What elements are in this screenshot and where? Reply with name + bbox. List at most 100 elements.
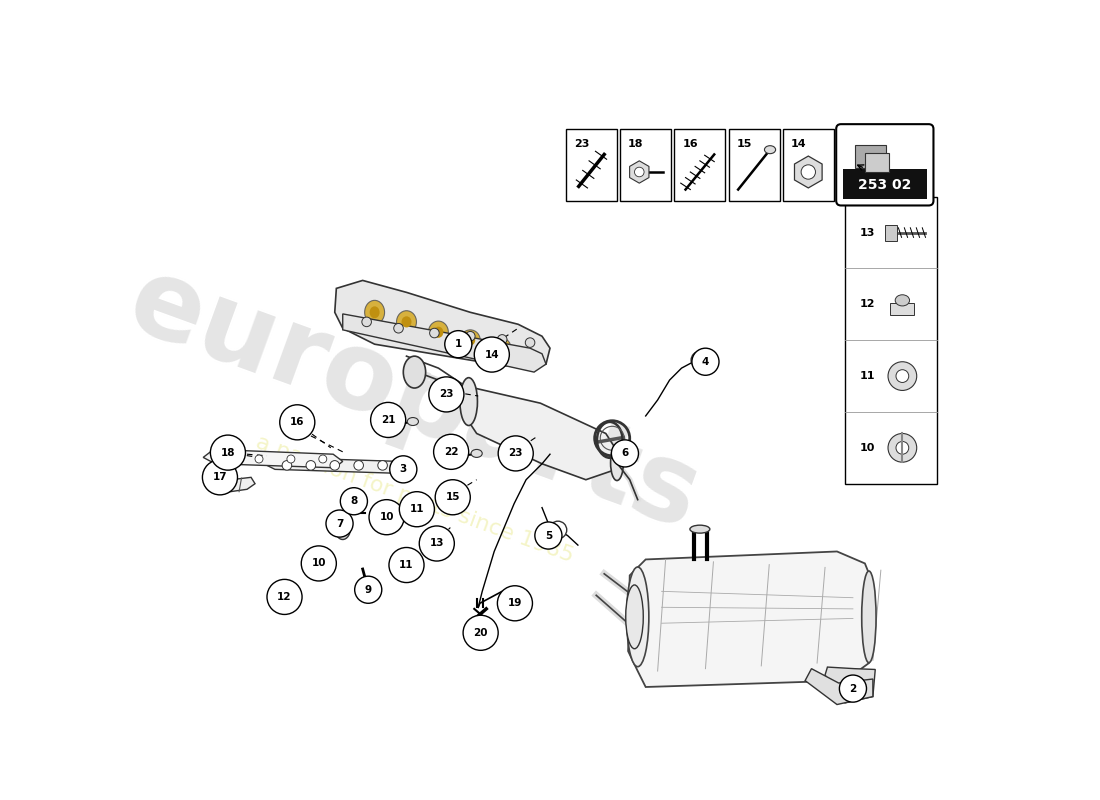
Circle shape: [389, 456, 417, 483]
FancyBboxPatch shape: [884, 225, 896, 241]
Ellipse shape: [465, 335, 475, 346]
Text: 16: 16: [682, 138, 698, 149]
Circle shape: [430, 328, 439, 338]
FancyBboxPatch shape: [728, 129, 780, 201]
Circle shape: [463, 615, 498, 650]
Ellipse shape: [437, 454, 448, 462]
Circle shape: [465, 331, 475, 341]
Polygon shape: [628, 551, 873, 687]
Ellipse shape: [364, 300, 385, 324]
Ellipse shape: [626, 585, 644, 649]
Circle shape: [389, 547, 424, 582]
Circle shape: [692, 348, 719, 375]
Circle shape: [394, 323, 404, 333]
Text: 4: 4: [702, 357, 710, 366]
Ellipse shape: [460, 330, 481, 350]
Text: 8: 8: [350, 496, 358, 506]
Text: 13: 13: [859, 227, 874, 238]
Circle shape: [888, 434, 916, 462]
Ellipse shape: [861, 571, 876, 662]
Ellipse shape: [460, 378, 477, 426]
Ellipse shape: [370, 306, 379, 318]
Text: 1: 1: [454, 339, 462, 349]
Text: 18: 18: [221, 448, 235, 458]
Circle shape: [896, 442, 909, 454]
Polygon shape: [343, 314, 546, 372]
Circle shape: [319, 455, 327, 463]
Text: 17: 17: [212, 472, 228, 482]
Circle shape: [429, 377, 464, 412]
Circle shape: [419, 526, 454, 561]
FancyBboxPatch shape: [836, 124, 934, 206]
Text: 20: 20: [473, 628, 488, 638]
Circle shape: [306, 461, 316, 470]
Ellipse shape: [895, 294, 910, 306]
Circle shape: [377, 461, 387, 470]
Text: 21: 21: [381, 415, 395, 425]
Polygon shape: [825, 667, 876, 703]
Text: 12: 12: [859, 299, 874, 310]
Ellipse shape: [396, 310, 417, 333]
Circle shape: [500, 590, 517, 606]
Text: 10: 10: [859, 443, 874, 453]
Circle shape: [362, 317, 372, 326]
Ellipse shape: [428, 321, 449, 343]
Circle shape: [436, 480, 471, 515]
Polygon shape: [462, 388, 620, 480]
FancyBboxPatch shape: [865, 153, 889, 172]
FancyBboxPatch shape: [674, 129, 725, 201]
Text: 18: 18: [628, 138, 643, 149]
Circle shape: [612, 440, 638, 467]
Text: 16: 16: [290, 418, 305, 427]
Ellipse shape: [498, 343, 507, 353]
Circle shape: [535, 522, 562, 549]
Text: 2: 2: [849, 683, 857, 694]
Circle shape: [888, 362, 916, 390]
Circle shape: [202, 460, 238, 495]
Circle shape: [404, 558, 415, 569]
Circle shape: [404, 498, 429, 522]
Text: 10: 10: [311, 558, 326, 569]
Text: 15: 15: [446, 492, 460, 502]
Circle shape: [301, 546, 337, 581]
Text: 11: 11: [859, 371, 874, 381]
Text: 22: 22: [444, 447, 459, 457]
Circle shape: [549, 521, 566, 538]
Circle shape: [371, 402, 406, 438]
Text: 19: 19: [508, 598, 522, 608]
Circle shape: [308, 550, 333, 575]
FancyBboxPatch shape: [843, 169, 927, 199]
Ellipse shape: [373, 422, 384, 430]
Circle shape: [375, 506, 400, 530]
Text: 5: 5: [544, 530, 552, 541]
Text: 11: 11: [399, 560, 414, 570]
Circle shape: [498, 436, 534, 471]
Ellipse shape: [334, 515, 351, 539]
Circle shape: [474, 337, 509, 372]
Text: 7: 7: [336, 518, 343, 529]
Circle shape: [383, 513, 394, 523]
Circle shape: [226, 455, 233, 463]
Polygon shape: [334, 281, 550, 368]
Circle shape: [315, 557, 326, 568]
Circle shape: [497, 334, 507, 344]
Ellipse shape: [494, 338, 510, 358]
Circle shape: [368, 500, 404, 534]
Ellipse shape: [427, 535, 437, 542]
Text: 6: 6: [621, 449, 628, 458]
Circle shape: [635, 167, 645, 177]
Polygon shape: [794, 156, 822, 188]
FancyBboxPatch shape: [565, 129, 617, 201]
Circle shape: [354, 576, 382, 603]
Ellipse shape: [471, 450, 482, 458]
Text: 23: 23: [439, 390, 453, 399]
Circle shape: [267, 579, 303, 614]
Text: 9: 9: [365, 585, 372, 594]
Circle shape: [801, 165, 815, 179]
Text: europarts: europarts: [114, 248, 714, 552]
Text: 3: 3: [399, 464, 407, 474]
Polygon shape: [204, 450, 343, 468]
Text: 14: 14: [484, 350, 499, 359]
Ellipse shape: [690, 525, 710, 533]
Circle shape: [399, 492, 435, 526]
